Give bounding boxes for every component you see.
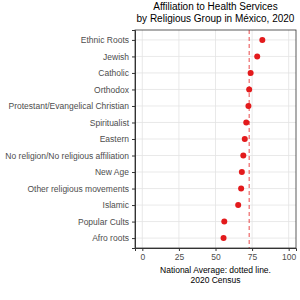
y-tick: Eastern [100,134,135,144]
y-axis: Ethnic Roots Jewish Catholic Orthodox Protes… [5,31,135,249]
grid-line-y [135,139,296,140]
x-tick: 75 [248,248,258,262]
x-tick-label: 75 [248,252,258,262]
dot [238,186,244,192]
y-tick: Protestant/Evangelical Christian [9,101,135,111]
y-tick: New Age [95,167,135,177]
x-tick-mark [142,248,143,251]
x-axis: 0 25 50 75 100 [136,248,297,262]
grid-line-y [135,172,296,173]
y-tick-label: Ethnic Roots [81,35,129,45]
plot-background [135,30,296,248]
y-tick-label: Protestant/Evangelical Christian [9,101,130,111]
y-tick: No religion/No religious affiliation [5,151,135,161]
dot [254,53,260,59]
grid-line-y [135,238,296,239]
x-tick-mark [179,248,180,251]
y-tick-label: Afro roots [92,233,129,243]
y-tick: Other religious movements [27,184,135,194]
grid-line-y [135,105,296,106]
x-tick-mark [252,248,253,251]
y-tick-label: Islamic [103,200,130,210]
y-tick: Spiritualist [90,118,135,128]
x-tick: 25 [175,248,185,262]
chart-title: by Religious Group in México, 2020 [137,13,295,24]
x-axis-line [136,249,297,252]
y-tick: Popular Cults [78,217,135,227]
y-tick-mark [132,106,135,107]
y-tick-mark [132,205,135,206]
y-tick-mark [132,40,135,41]
y-tick-label: New Age [95,167,129,177]
y-tick: Catholic [98,68,135,78]
x-tick-mark [289,248,290,251]
chart-title: Affiliation to Health Services [153,1,277,12]
grid-line-y [135,188,296,189]
y-tick: Afro roots [92,233,135,243]
dot [235,202,241,208]
x-tick-mark [216,248,217,251]
grid-line-y [135,56,296,57]
plot-frame [135,30,296,248]
x-axis-title: 2020 Census [190,275,240,285]
grid-line-y [135,221,296,222]
y-tick-label: No religion/No religious affiliation [5,151,129,161]
x-tick-label: 0 [140,252,145,262]
dot [240,153,246,159]
y-tick-mark [132,139,135,140]
grid-line-y [135,39,296,40]
y-tick-mark [132,122,135,123]
grid-line-y [135,122,296,123]
dot [248,70,254,76]
x-tick: 50 [211,248,221,262]
y-tick-label: Eastern [100,134,130,144]
chart-root: 0 25 50 75 100 Ethnic Roots Jewish Catholic Orth… [0,0,300,300]
dot [239,169,245,175]
x-tick-label: 50 [211,252,221,262]
reference-line [249,30,250,248]
y-tick-label: Catholic [98,68,129,78]
y-tick-label: Spiritualist [90,118,130,128]
y-tick-label: Other religious movements [27,184,129,194]
x-tick-label: 25 [175,252,185,262]
y-tick-label: Orthodox [94,85,130,95]
dot [245,103,251,109]
x-axis-title: National Average: dotted line. [160,265,271,275]
dot [259,37,265,43]
y-tick-mark [132,238,135,239]
x-tick: 100 [282,248,296,262]
y-tick: Islamic [103,200,135,210]
y-tick-mark [132,156,135,157]
grid [135,30,296,248]
y-tick-mark [132,189,135,190]
dot [243,119,249,125]
x-tick-label: 100 [282,252,296,262]
y-tick: Orthodox [94,85,135,95]
y-tick-label: Popular Cults [78,217,129,227]
dot [242,136,248,142]
dot [221,235,227,241]
grid-line-y [135,205,296,206]
marks [221,30,266,248]
y-tick-mark [132,222,135,223]
grid-line-y [135,89,296,90]
y-tick-label: Jewish [103,52,129,62]
x-tick: 0 [140,248,145,262]
grid-line-y [135,155,296,156]
y-tick-mark [132,89,135,90]
grid-line-y [135,72,296,73]
dot [246,86,252,92]
y-tick-mark [132,56,135,57]
y-tick: Ethnic Roots [81,35,135,45]
dot [221,219,227,225]
y-tick-mark [132,73,135,74]
y-axis-line [132,31,136,249]
y-tick: Jewish [103,52,135,62]
y-tick-mark [132,172,135,173]
